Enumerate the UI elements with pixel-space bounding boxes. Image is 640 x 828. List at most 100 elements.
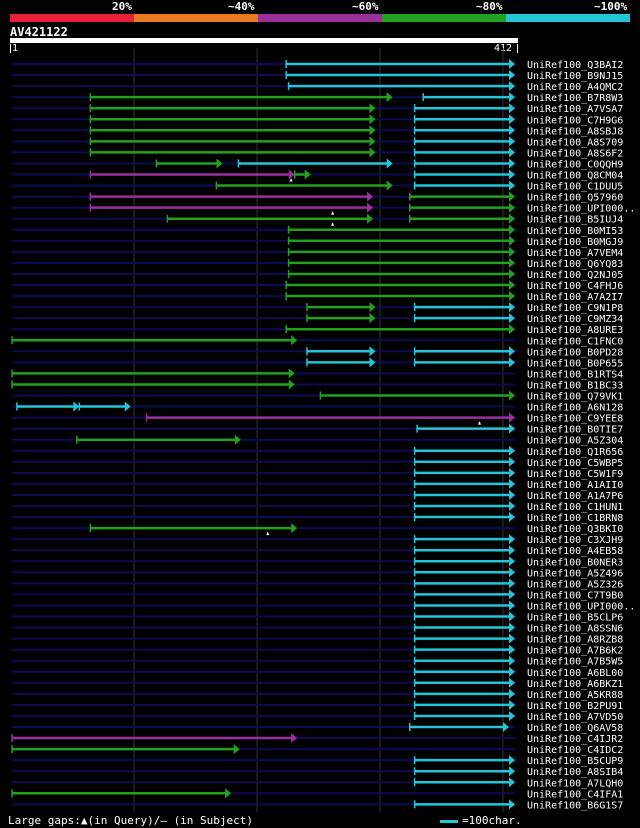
hit-arrow — [386, 180, 393, 191]
hit-label: UniRef100_A4EB58 — [527, 546, 623, 557]
hit-arrow — [509, 114, 515, 125]
identity-legend: 20% ~40% ~60% ~80% ~100% — [10, 0, 630, 24]
hit-arrow — [509, 147, 515, 158]
legend-label: ~100% — [594, 0, 628, 13]
scale-legend: =100char. — [440, 814, 522, 827]
hit-label: UniRef100_C4FHJ6 — [527, 281, 623, 292]
hit-label: UniRef100_Q3BKI0 — [527, 524, 623, 535]
hit-arrow — [73, 401, 80, 412]
hit-arrow — [509, 59, 515, 69]
hit-arrow — [509, 644, 515, 655]
hit-arrow — [509, 81, 515, 92]
hit-arrow — [509, 136, 515, 147]
hit-label: UniRef100_A8SIB4 — [527, 767, 623, 778]
hit-label: UniRef100_B1RTS4 — [527, 369, 623, 380]
hit-arrow — [509, 456, 515, 467]
hit-label: UniRef100_UPI000.. — [527, 204, 635, 215]
legend-label: 20% — [112, 0, 132, 13]
hit-arrow — [304, 169, 311, 180]
hit-arrow — [509, 611, 515, 622]
query-start-label: 1 — [12, 43, 19, 54]
hit-arrow — [369, 302, 376, 313]
hit-label: UniRef100_Q1R656 — [527, 447, 623, 458]
hit-label: UniRef100_C9N1P8 — [527, 303, 623, 314]
legend-segment — [10, 14, 134, 22]
hit-label: UniRef100_C4IDC2 — [527, 745, 623, 756]
hit-label: UniRef100_C9YEE8 — [527, 414, 623, 425]
hit-arrow — [509, 589, 515, 600]
legend-label: ~80% — [476, 0, 503, 13]
hit-arrow — [369, 357, 376, 368]
hit-label: UniRef100_A8SBJ8 — [527, 126, 623, 137]
hit-arrow — [369, 125, 376, 136]
hit-label: UniRef100_A8S6F2 — [527, 148, 623, 159]
hit-arrow — [291, 335, 298, 346]
hit-arrow — [509, 246, 515, 257]
hit-label: UniRef100_Q8CM04 — [527, 171, 623, 182]
hit-label: UniRef100_A5Z326 — [527, 579, 623, 590]
hit-arrow — [509, 169, 515, 180]
hit-label: UniRef100_B7R8W3 — [527, 93, 623, 104]
hit-arrow — [124, 401, 131, 412]
hit-arrow — [509, 103, 515, 114]
hit-arrow — [509, 324, 515, 335]
legend-segment — [258, 14, 382, 22]
hit-label: UniRef100_A8SSN6 — [527, 624, 623, 635]
hit-label: UniRef100_A4QMC2 — [527, 82, 623, 93]
hit-label: UniRef100_C0QQH9 — [527, 159, 623, 170]
legend-segment — [382, 14, 506, 22]
hit-arrow — [509, 191, 515, 202]
gaps-legend: Large gaps:▲(in Query)/— (in Subject) — [8, 814, 254, 827]
hit-label: UniRef100_A8S709 — [527, 137, 623, 148]
hit-arrow — [509, 235, 515, 246]
hit-label: UniRef100_A5KR88 — [527, 690, 623, 701]
hit-label: UniRef100_B0PD28 — [527, 347, 623, 358]
hit-arrow — [369, 346, 376, 357]
hit-label: UniRef100_A5Z496 — [527, 568, 623, 579]
hit-arrow — [509, 567, 515, 578]
hit-arrow — [369, 136, 376, 147]
hit-arrow — [509, 180, 515, 191]
hit-label: UniRef100_Q57960 — [527, 193, 623, 204]
hit-label: UniRef100_A7A2I7 — [527, 292, 623, 303]
hit-label: UniRef100_C4IFA1 — [527, 789, 623, 800]
hit-arrow — [509, 467, 515, 478]
hit-arrow — [291, 733, 298, 744]
hit-arrow — [509, 655, 515, 666]
query-bar — [10, 38, 518, 43]
hit-label: UniRef100_A6BL00 — [527, 668, 623, 679]
hit-arrow — [509, 280, 515, 290]
scale-line-icon — [440, 819, 458, 823]
hit-label: UniRef100_A5Z304 — [527, 436, 623, 447]
legend-label: ~60% — [352, 0, 379, 13]
hit-arrow — [509, 512, 515, 523]
hit-label: UniRef100_A6BKZ1 — [527, 679, 623, 690]
hit-arrow — [509, 412, 515, 423]
hit-arrow — [509, 202, 515, 213]
hit-arrow — [509, 92, 515, 103]
hit-label: UniRef100_B0P655 — [527, 358, 623, 369]
hit-arrow — [509, 699, 515, 710]
hit-label: UniRef100_C3XJH9 — [527, 535, 623, 546]
hit-arrow — [509, 633, 515, 644]
hit-label: UniRef100_B5CUP9 — [527, 756, 623, 767]
hit-arrow — [509, 777, 515, 788]
hit-arrow — [509, 302, 515, 313]
hit-arrow — [502, 722, 509, 732]
hit-label: UniRef100_A7LQH0 — [527, 778, 623, 789]
hit-arrow — [367, 191, 374, 202]
hit-label: UniRef100_C1BRN8 — [527, 513, 623, 524]
query-gap-marker — [331, 222, 335, 226]
hit-arrow — [509, 390, 515, 401]
hit-arrow — [369, 313, 376, 324]
hit-arrow — [386, 92, 393, 103]
hit-label: UniRef100_UPI000.. — [527, 601, 635, 612]
hit-arrow — [369, 103, 376, 114]
hit-arrow — [509, 346, 515, 357]
query-start-tick — [10, 44, 11, 53]
hit-label: UniRef100_C7H9G6 — [527, 115, 623, 126]
hit-label: UniRef100_C9MZ34 — [527, 314, 623, 325]
hit-label: UniRef100_A8URE3 — [527, 325, 623, 336]
hit-label: UniRef100_Q6AV58 — [527, 723, 623, 734]
hit-arrow — [386, 158, 393, 169]
